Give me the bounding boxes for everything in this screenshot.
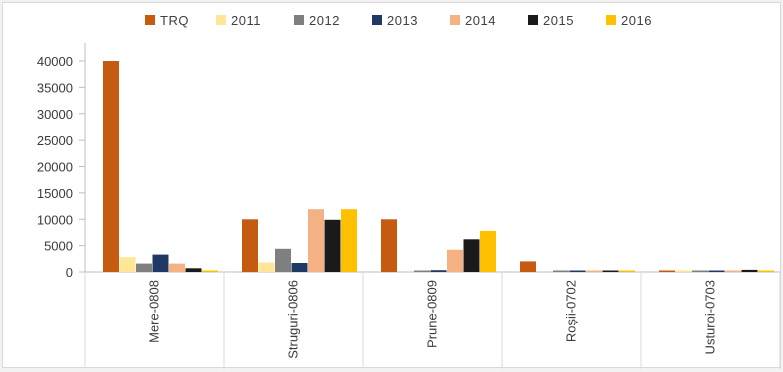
legend-swatch-trq xyxy=(145,15,155,25)
bar-2012-prune-0809 xyxy=(414,270,430,272)
bar-2012-rosii-0702 xyxy=(553,270,569,272)
legend-label-2014: 2014 xyxy=(465,13,496,28)
legend-label-2012: 2012 xyxy=(309,13,340,28)
x-axis-labels: Mere-0808 Struguri-0806 Prune-0809 Roșii-07… xyxy=(84,272,781,369)
legend-label-2015: 2015 xyxy=(543,13,574,28)
category-label-struguri-0806: Struguri-0806 xyxy=(286,280,301,359)
bar-2014-usturoi-0703 xyxy=(725,270,741,272)
legend-label-trq: TRQ xyxy=(160,13,189,28)
legend-swatch-2014 xyxy=(450,15,460,25)
bar-2011-usturoi-0703 xyxy=(675,270,692,272)
legend: TRQ 2011 2012 2013 2014 2015 2016 xyxy=(145,13,652,28)
bar-2014-prune-0809 xyxy=(447,249,463,272)
y-tick-label: 20000 xyxy=(37,160,73,175)
bar-2013-prune-0809 xyxy=(430,270,447,272)
category-label-mere-0808: Mere-0808 xyxy=(147,280,162,343)
bar-2013-struguri-0806 xyxy=(291,263,308,272)
bars xyxy=(103,61,774,273)
bar-2014-rosii-0702 xyxy=(586,270,602,272)
bar-2015-mere-0808 xyxy=(185,268,202,272)
y-tick-label: 30000 xyxy=(37,107,73,122)
bar-2016-prune-0809 xyxy=(480,230,496,272)
bar-trq-mere-0808 xyxy=(103,61,119,272)
y-tick-label: 15000 xyxy=(37,186,73,201)
y-tick-label: 35000 xyxy=(37,80,73,95)
y-tick-label: 10000 xyxy=(37,212,73,227)
category-label-usturoi-0703: Usturoi-0703 xyxy=(703,280,718,354)
legend-swatch-2013 xyxy=(372,15,382,25)
bar-2015-prune-0809 xyxy=(463,239,480,272)
legend-swatch-2012 xyxy=(294,15,304,25)
bar-2012-mere-0808 xyxy=(136,263,152,272)
y-tick-label: 0 xyxy=(66,265,73,280)
bar-2015-struguri-0806 xyxy=(324,219,341,272)
bar-2014-mere-0808 xyxy=(169,263,185,272)
bar-2011-struguri-0806 xyxy=(258,262,275,272)
bar-2016-usturoi-0703 xyxy=(758,270,774,272)
y-axis-ticks: 0 5000 10000 15000 20000 25000 30000 35000 40000 xyxy=(37,43,780,280)
bar-2015-rosii-0702 xyxy=(602,270,619,272)
y-tick-label: 5000 xyxy=(44,239,73,254)
legend-label-2013: 2013 xyxy=(387,13,418,28)
bar-2013-usturoi-0703 xyxy=(708,270,725,272)
y-tick-label: 25000 xyxy=(37,133,73,148)
bar-2013-mere-0808 xyxy=(152,254,169,272)
category-label-prune-0809: Prune-0809 xyxy=(425,280,440,348)
bar-2012-usturoi-0703 xyxy=(692,270,708,272)
y-tick-label: 40000 xyxy=(37,54,73,69)
bar-chart: TRQ 2011 2012 2013 2014 2015 2016 0 5000 10000 15… xyxy=(37,13,781,369)
bar-2016-mere-0808 xyxy=(202,270,218,272)
legend-swatch-2011 xyxy=(216,15,226,25)
bar-trq-rosii-0702 xyxy=(520,261,536,272)
legend-swatch-2015 xyxy=(528,15,538,25)
category-label-rosii-0702: Roșii-0702 xyxy=(564,280,579,342)
bar-2011-mere-0808 xyxy=(119,257,136,272)
bar-2012-struguri-0806 xyxy=(275,248,291,272)
legend-label-2016: 2016 xyxy=(621,13,652,28)
bar-2015-usturoi-0703 xyxy=(741,269,758,272)
bar-2016-rosii-0702 xyxy=(619,270,635,272)
bar-trq-usturoi-0703 xyxy=(659,270,675,272)
bar-trq-prune-0809 xyxy=(381,219,397,273)
bar-2016-struguri-0806 xyxy=(341,209,357,272)
legend-label-2011: 2011 xyxy=(231,13,261,28)
bar-2013-rosii-0702 xyxy=(569,270,586,272)
bar-trq-struguri-0806 xyxy=(242,219,258,273)
bar-2014-struguri-0806 xyxy=(308,209,324,272)
legend-swatch-2016 xyxy=(606,15,616,25)
